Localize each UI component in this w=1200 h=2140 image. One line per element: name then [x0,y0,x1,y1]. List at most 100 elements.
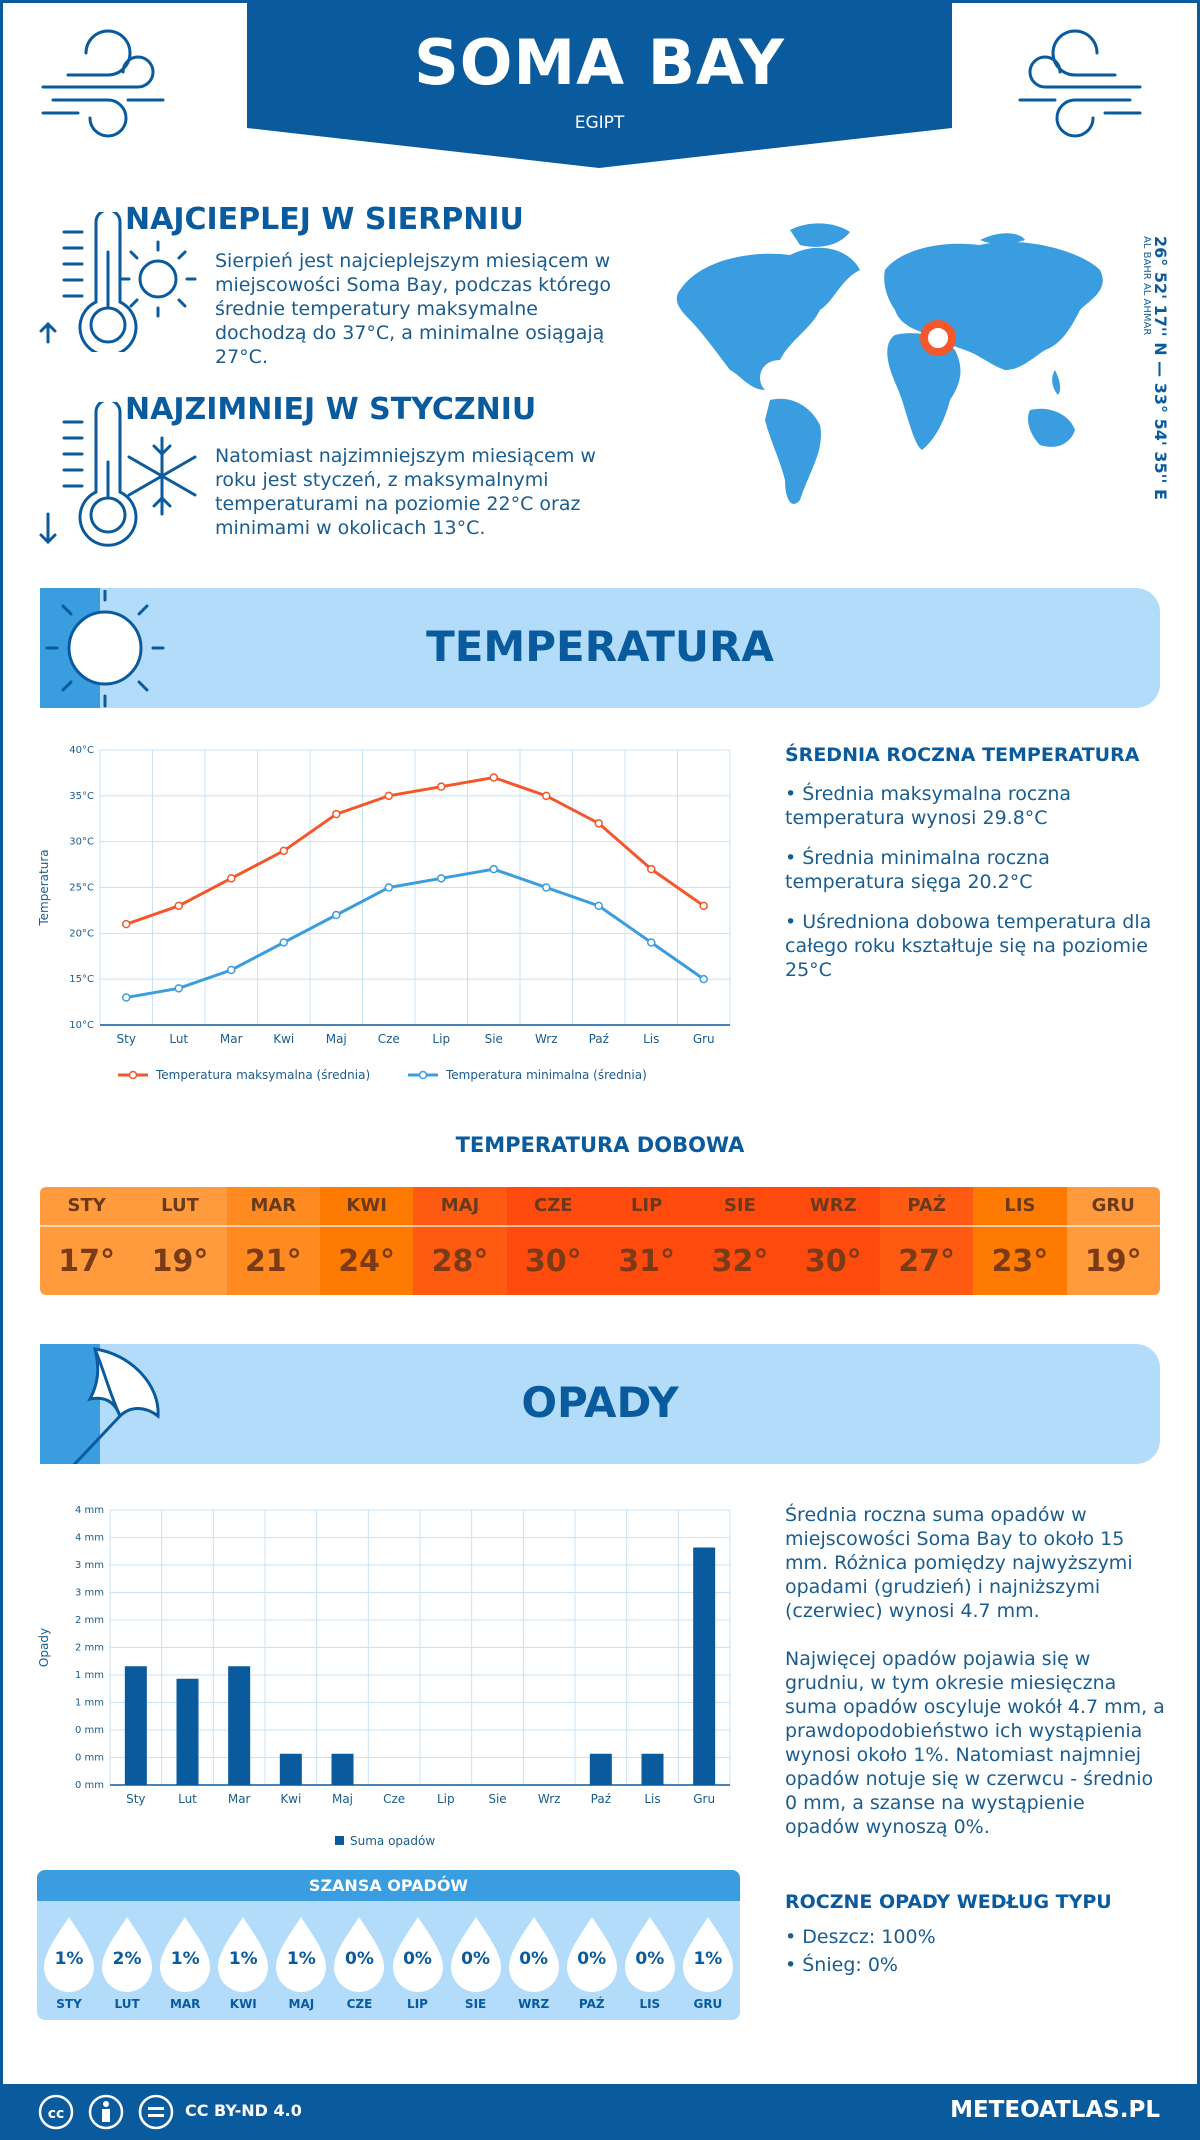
region-label: AL BAHR AL AHMAR [1141,236,1152,336]
daily-temp-month: WRZ [809,1195,857,1216]
wind-icon-left [41,29,165,138]
precip-chance-month: KWI [229,1997,257,2011]
bar [693,1547,716,1785]
x-tick-label: Gru [693,1792,715,1806]
precip-chance-value: 0% [577,1949,607,1969]
daily-temp-value: 24° [319,1225,414,1295]
precip-type-snow: • Śnieg: 0% [785,1954,898,1976]
wind-icon-right [1018,29,1142,138]
raindrop-icon [450,1917,501,1992]
y-tick-label: 25°C [69,883,94,894]
daily-temp-cell: MAR 21° [226,1187,320,1295]
daily-temp-cell: WRZ 30° [786,1187,880,1295]
legend-label: Temperatura maksymalna (średnia) [155,1068,370,1082]
y-axis-label: Temperatura [37,849,51,926]
precip-chance-item: 0% SIE [447,1901,505,2020]
data-point [332,809,341,819]
svg-text:cc: cc [48,2106,65,2122]
precip-chance-month: SIE [464,1997,487,2011]
precip-chance-item: 1% MAR [156,1901,214,2020]
y-tick-label: 0 mm [75,1780,104,1791]
data-point [699,901,708,911]
precip-chance-value: 0% [403,1949,432,1969]
header-banner: SOMA BAY EGIPT [247,0,952,168]
precip-chance-value: 0% [344,1949,374,1969]
legend-marker [128,1070,138,1080]
data-point [542,883,551,892]
daily-temp-cell: SIE 32° [693,1187,787,1295]
precip-types-heading: ROCZNE OPADY WEDŁUG TYPU [785,1891,1112,1913]
y-tick-label: 35°C [69,791,94,802]
precip-text-1: Średnia roczna suma opadów w miejscowośc… [785,1504,1133,1622]
precip-chance-month: LIP [407,1997,428,2011]
precip-chance-month: MAJ [288,1997,315,2011]
precip-chance-item: 0% PAŹ [563,1901,621,2020]
precip-chance-value: 0% [635,1949,665,1969]
legend-label: Suma opadów [350,1834,435,1848]
data-point [174,984,183,993]
data-point [279,846,288,856]
site-link[interactable]: METEOATLAS.PL [950,2097,1160,2123]
precip-chance-title: SZANSA OPADÓW [37,1870,740,1901]
x-tick-label: Lis [644,1792,660,1806]
daily-temp-title: TEMPERATURA DOBOWA [455,1133,745,1157]
x-tick-label: Cze [383,1792,405,1806]
precipitation-title: OPADY [521,1378,679,1427]
precip-chance-item: 1% STY [40,1901,98,2020]
y-tick-label: 15°C [69,974,94,985]
data-point [279,938,288,947]
daily-temp-month: LIP [630,1195,663,1216]
raindrop-icon [276,1917,327,1992]
coldest-heading: NAJZIMNIEJ W STYCZNIU [125,392,537,427]
daily-temp-cell: LIS 23° [973,1187,1067,1295]
series-line [125,775,705,926]
bar [331,1753,354,1785]
x-tick-label: Wrz [535,1032,558,1046]
precip-chance-month: GRU [693,1997,723,2011]
precipitation-banner: OPADY [40,1344,1160,1464]
bar [279,1753,302,1785]
precip-chance-value: 1% [170,1949,200,1969]
x-tick-label: Sie [485,1032,503,1046]
header-shape [247,0,952,168]
data-point [227,965,236,975]
data-point [594,901,603,911]
precip-chance-item: 1% MAJ [272,1901,330,2020]
precip-chance-month: MAR [169,1997,201,2011]
summary-bullet-avg: • Uśredniona dobowa temperatura dla całe… [785,911,1152,981]
precip-chance-month: LIS [639,1997,661,2011]
raindrop-icon [218,1917,269,1992]
x-tick-label: Lip [437,1792,455,1806]
raindrop-icon [44,1917,95,1992]
bar [176,1678,199,1785]
precip-chance-value: 1% [693,1949,723,1969]
x-tick-label: Lis [643,1032,659,1046]
daily-temp-month: KWI [346,1195,387,1216]
daily-temp-value: 19° [133,1225,227,1295]
data-point [437,874,446,883]
raindrop-icon [392,1917,443,1992]
thermometer-hot-icon [39,212,197,352]
x-tick-label: Maj [332,1792,353,1806]
precip-chance-month: PAŹ [578,1997,605,2011]
temperature-banner: TEMPERATURA [40,588,1160,708]
daily-temp-cell: PAŹ 27° [879,1187,974,1295]
precip-chance-month: STY [56,1997,82,2011]
y-tick-label: 2 mm [75,1643,104,1654]
raindrop-icon [334,1917,385,1992]
x-tick-label: Paź [591,1792,611,1806]
legend-swatch [335,1836,344,1845]
license-label: CC BY-ND 4.0 [185,2101,302,2120]
location-marker-icon [920,320,956,356]
precip-chance-item: 0% LIS [621,1901,679,2020]
x-tick-label: Wrz [538,1792,561,1806]
series-line [125,867,705,999]
precip-chance-panel: SZANSA OPADÓW 1% STY 2% LUT 1% MAR 1% KWI 1% MAJ 0… [37,1870,740,2020]
y-tick-label: 0 mm [75,1753,104,1764]
daily-temp-value: 30° [506,1225,600,1295]
x-tick-label: Lut [178,1792,197,1806]
daily-temp-value: 31° [599,1225,694,1295]
y-tick-label: 40°C [69,745,94,756]
hottest-heading: NAJCIEPLEJ W SIERPNIU [125,202,524,237]
y-axis-label: Opady [37,1628,51,1667]
